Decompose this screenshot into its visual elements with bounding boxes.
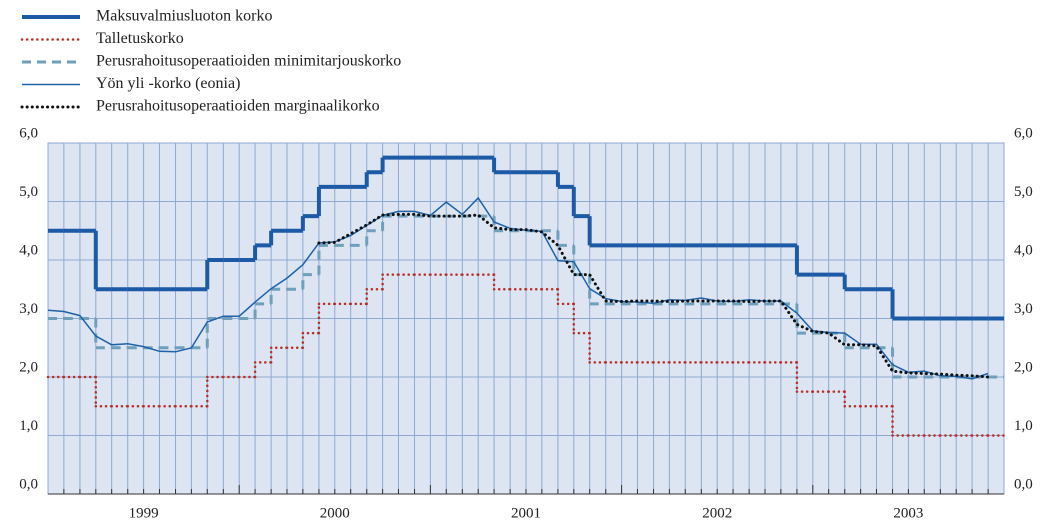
legend-label: Yön yli -korko (eonia) [96,75,240,92]
y-tick-label: 5,0 [19,184,38,200]
y2-tick-label: 5,0 [1014,184,1033,200]
y2-tick-label: 6,0 [1014,125,1033,141]
series-line [317,212,990,379]
x-tick-label: 2000 [320,505,350,521]
y-tick-label: 1,0 [19,418,38,434]
y2-tick-label: 2,0 [1014,359,1033,375]
y-tick-label: 0,0 [19,476,38,492]
legend-label: Maksuvalmiusluoton korko [96,8,272,25]
x-tick-label: 2002 [702,505,732,521]
y-tick-label: 3,0 [19,301,38,317]
y2-tick-label: 4,0 [1014,242,1033,258]
x-tick-label: 2003 [893,505,923,521]
series-line [47,196,989,380]
y2-tick-label: 3,0 [1014,301,1033,317]
x-tick-label: 1999 [129,505,159,521]
y-tick-label: 6,0 [19,125,38,141]
legend-label: Perusrahoitusoperaatioiden marginaalikor… [96,98,380,115]
legend-label: Talletuskorko [96,30,184,47]
y-tick-label: 4,0 [19,242,38,258]
y2-tick-label: 1,0 [1014,418,1033,434]
y2-tick-label: 0,0 [1014,476,1033,492]
legend-label: Perusrahoitusoperaatioiden minimitarjous… [96,53,401,70]
y-tick-label: 2,0 [19,359,38,375]
x-tick-label: 2001 [511,505,541,521]
